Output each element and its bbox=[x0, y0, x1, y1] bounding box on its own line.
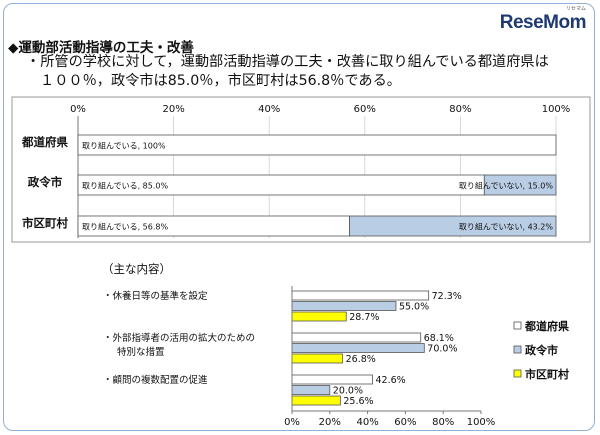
summary-line-2: １００％，政令市は85.0％，市区町村は56.8％である。 bbox=[40, 73, 401, 89]
chart1-category-label: 政令市 bbox=[28, 175, 63, 189]
summary-text: ・所管の学校に対して，運動部活動指導の工夫・改善に取り組んでいる都道府県は １０… bbox=[26, 53, 586, 91]
chart2-tick-label: 60% bbox=[394, 417, 416, 428]
chart2-bar bbox=[291, 301, 397, 311]
chart2-legend-swatch bbox=[513, 321, 522, 330]
chart2-category-label: ・休養日等の基準を設定 bbox=[103, 290, 208, 302]
logo-text: ReseMom bbox=[499, 12, 587, 33]
chart1-tick-label: 0% bbox=[70, 104, 86, 115]
chart1-category-label: 都道府県 bbox=[21, 135, 68, 149]
chart1-tick-label: 20% bbox=[162, 104, 184, 115]
chart2-bar bbox=[291, 343, 425, 353]
logo-subtext: リセマム bbox=[565, 6, 586, 12]
chart2-category-label: ・顧問の複数配置の促進 bbox=[103, 374, 208, 386]
chart1-bar-segment bbox=[483, 174, 557, 196]
chart1-category-label: 市区町村 bbox=[22, 216, 68, 230]
chart2-data-label: 42.6% bbox=[376, 375, 406, 386]
chart2-bar bbox=[291, 385, 331, 395]
chart2-legend-label: 市区町村 bbox=[525, 367, 569, 381]
chart2-bar bbox=[291, 311, 347, 322]
chart1-bar-segment bbox=[349, 215, 557, 237]
slide-title: ◆運動部活動指導の工夫・改善 bbox=[8, 40, 194, 56]
chart2-legend-label: 政令市 bbox=[525, 343, 558, 357]
chart2-category-label: 特別な措置 bbox=[117, 346, 165, 358]
chart2-legend-swatch bbox=[513, 345, 522, 354]
chart2-tick-label: 20% bbox=[319, 417, 341, 428]
chart2-data-label: 72.3% bbox=[432, 291, 462, 302]
chart2-tick-label: 0% bbox=[284, 417, 300, 428]
chart1-data-label: 取り組んでいない, 43.2% bbox=[459, 222, 553, 232]
chart1-data-label: 取り組んでいる, 56.8% bbox=[82, 222, 168, 232]
chart2-bar bbox=[291, 332, 422, 343]
chart1-plot-frame bbox=[11, 96, 591, 243]
chart1-tick-label: 80% bbox=[449, 104, 471, 115]
chart2-bar bbox=[291, 290, 430, 301]
chart2-bar bbox=[291, 374, 373, 385]
chart2-data-label: 25.6% bbox=[343, 396, 373, 407]
chart2-legend-swatch bbox=[513, 369, 522, 378]
chart2-data-label: 20.0% bbox=[333, 386, 363, 397]
chart1-data-label: 取り組んでいる, 85.0% bbox=[82, 181, 168, 191]
slide-frame bbox=[3, 3, 595, 431]
chart2-data-label: 70.0% bbox=[427, 344, 457, 355]
chart2-category-label: ・外部指導者の活用の拡大のための bbox=[103, 332, 255, 344]
chart1-tick-label: 60% bbox=[354, 104, 376, 115]
chart2-bar bbox=[291, 353, 344, 364]
chart2-data-label: 28.7% bbox=[349, 312, 379, 323]
chart2-tick-label: 40% bbox=[356, 417, 378, 428]
chart2-legend-label: 都道府県 bbox=[524, 319, 569, 333]
chart1-bar-segment bbox=[77, 134, 557, 156]
chart1-data-label: 取り組んでいない, 15.0% bbox=[459, 181, 553, 191]
chart1-tick-label: 100% bbox=[542, 104, 571, 115]
chart2-title: （主な内容） bbox=[102, 262, 171, 276]
summary-line-1: ・所管の学校に対して，運動部活動指導の工夫・改善に取り組んでいる都道府県は bbox=[26, 54, 549, 70]
chart2-bar bbox=[291, 395, 341, 406]
chart1-tick-label: 40% bbox=[258, 104, 280, 115]
chart1-data-label: 取り組んでいる, 100% bbox=[82, 141, 166, 151]
chart2-data-label: 68.1% bbox=[424, 333, 454, 344]
chart2-tick-label: 100% bbox=[467, 417, 496, 428]
resemom-logo: ReseMom リセマム bbox=[499, 6, 587, 34]
chart2-data-label: 55.0% bbox=[399, 302, 429, 313]
chart2-data-label: 26.8% bbox=[346, 354, 376, 365]
chart2-tick-label: 80% bbox=[432, 417, 454, 428]
